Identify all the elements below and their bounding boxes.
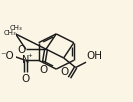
- Text: ⁻O: ⁻O: [1, 51, 14, 61]
- Text: O: O: [21, 74, 29, 84]
- Text: OH: OH: [87, 51, 103, 61]
- Text: O: O: [17, 45, 26, 55]
- Text: +: +: [27, 53, 32, 58]
- Text: O: O: [60, 67, 68, 77]
- Text: N: N: [22, 55, 29, 65]
- Text: CH₃: CH₃: [3, 30, 16, 36]
- Text: CH₃: CH₃: [9, 25, 22, 31]
- Text: O: O: [40, 65, 48, 75]
